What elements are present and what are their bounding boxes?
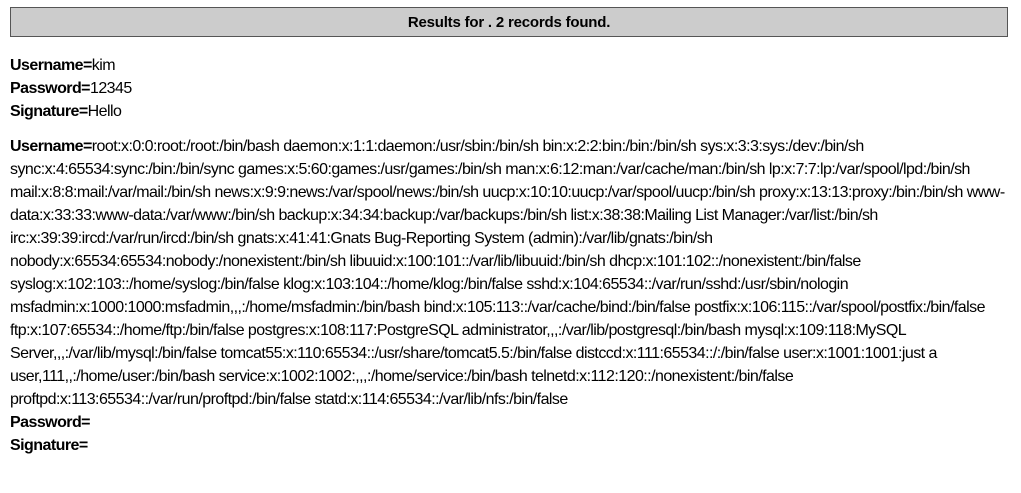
- results-list: Username=kim Password=12345 Signature=He…: [10, 54, 1008, 469]
- signature-field: Signature=: [10, 437, 88, 454]
- username-field: Username=kim: [10, 57, 116, 74]
- signature-value: Hello: [87, 103, 122, 120]
- username-value: root:x:0:0:root:/root:/bin/bash daemon:x…: [10, 138, 1005, 408]
- password-value: 12345: [89, 80, 132, 97]
- record-2: Username=root:x:0:0:root:/root:/bin/bash…: [10, 135, 1008, 457]
- record-1: Username=kim Password=12345 Signature=He…: [10, 54, 1008, 123]
- signature-field: Signature=Hello: [10, 103, 122, 120]
- password-field: Password=: [10, 414, 91, 431]
- results-header: Results for . 2 records found.: [10, 7, 1008, 37]
- results-title: Results for . 2 records found.: [407, 13, 611, 31]
- password-field: Password=12345: [10, 80, 132, 97]
- username-field: Username=root:x:0:0:root:/root:/bin/bash…: [10, 138, 1005, 408]
- username-value: kim: [91, 57, 116, 74]
